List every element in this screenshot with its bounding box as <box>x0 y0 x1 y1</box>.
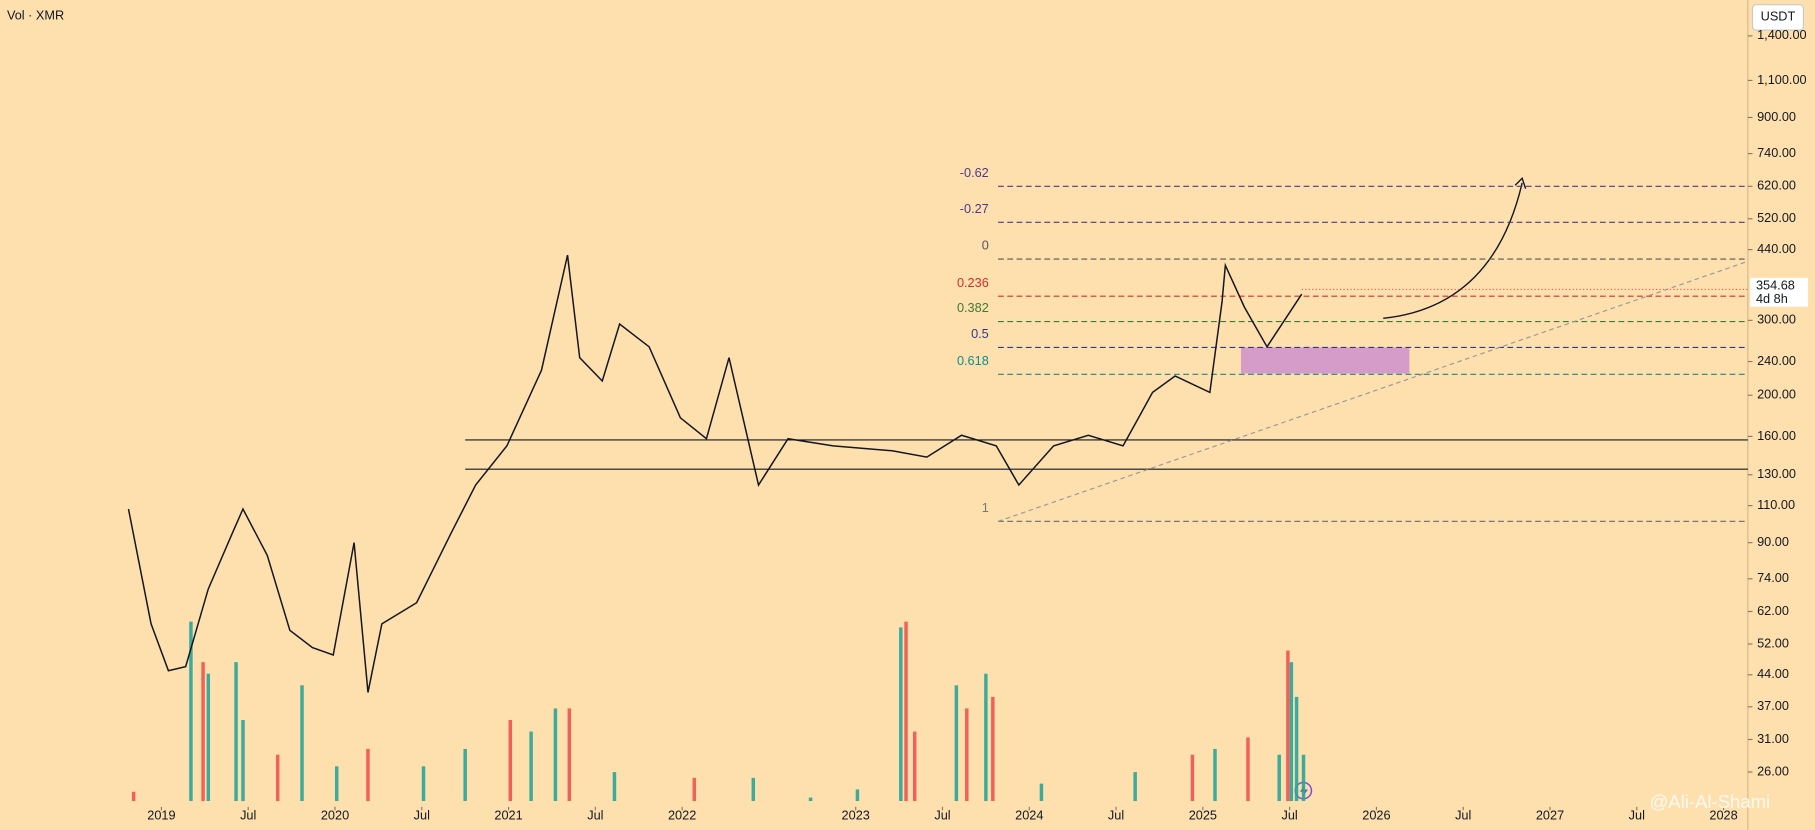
volume-bar <box>692 777 697 802</box>
x-tick-label: 2024 <box>1015 807 1043 822</box>
x-tick-label: 2028 <box>1709 807 1737 822</box>
volume-bar <box>808 797 813 802</box>
volume-bar <box>1246 737 1250 802</box>
y-tick-label: 110.00 <box>1757 497 1795 512</box>
volume-bar <box>904 621 908 802</box>
x-tick-label: Jul <box>1108 807 1124 822</box>
volume-bar <box>131 791 136 802</box>
fib-label: -0.27 <box>960 201 989 216</box>
volume-bar <box>991 696 995 802</box>
x-tick-label: Jul <box>414 807 430 822</box>
y-tick-label: 1,100.00 <box>1757 72 1807 87</box>
x-tick-label: Jul <box>1455 807 1471 822</box>
fib-label: -0.62 <box>960 165 989 180</box>
volume-bar <box>508 720 513 802</box>
volume-bar <box>189 621 193 802</box>
x-tick-label: 2027 <box>1536 807 1564 822</box>
y-tick-label: 520.00 <box>1757 210 1796 225</box>
y-tick-label: 90.00 <box>1757 534 1789 549</box>
y-tick-label: 160.00 <box>1757 428 1796 443</box>
x-tick-label: Jul <box>1282 807 1298 822</box>
y-tick-label: 900.00 <box>1757 109 1796 124</box>
volume-bar <box>529 731 533 802</box>
y-tick-label: 62.00 <box>1757 603 1789 618</box>
volume-bar <box>899 627 903 802</box>
x-tick-label: 2022 <box>668 807 696 822</box>
volume-bar <box>206 673 211 802</box>
y-tick-label: 300.00 <box>1757 312 1796 327</box>
y-tick-label: 26.00 <box>1757 763 1789 778</box>
volume-bar <box>1277 754 1281 802</box>
symbol-label: Vol · XMR <box>7 8 64 23</box>
price-tag <box>1750 277 1809 307</box>
y-tick-label: 37.00 <box>1757 698 1789 713</box>
volume-bar <box>463 748 467 802</box>
volume-bar <box>612 772 617 802</box>
y-tick-label: 130.00 <box>1757 466 1796 481</box>
volume-bar <box>1039 783 1044 802</box>
y-tick-label: 240.00 <box>1757 353 1796 368</box>
y-tick-label: 740.00 <box>1757 145 1796 160</box>
x-tick-label: Jul <box>587 807 603 822</box>
projection-arrow <box>1383 182 1523 320</box>
volume-bar <box>751 777 756 802</box>
arrow-head <box>1514 177 1527 189</box>
x-tick-label: 2019 <box>147 807 175 822</box>
volume-bar <box>421 766 426 802</box>
y-tick-label: 31.00 <box>1757 731 1789 746</box>
volume-bar <box>241 720 245 802</box>
volume-bar <box>965 708 969 802</box>
volume-bar <box>275 754 280 802</box>
volume-bar <box>1133 772 1137 802</box>
volume-bar <box>954 685 959 802</box>
x-tick-label: 2021 <box>494 807 522 822</box>
volume-bar <box>912 731 917 802</box>
fib-label: 1 <box>982 500 989 515</box>
x-tick-label: 2026 <box>1362 807 1390 822</box>
x-tick-label: Jul <box>934 807 950 822</box>
currency-label[interactable]: USDT <box>1761 9 1796 24</box>
x-tick-label: 2020 <box>321 807 349 822</box>
y-tick-label: 1,400.00 <box>1757 27 1807 42</box>
volume-bar <box>201 662 205 802</box>
y-tick-label: 620.00 <box>1757 178 1796 193</box>
volume-bar <box>366 748 370 802</box>
countdown: 4d 8h <box>1756 291 1788 306</box>
currency-button[interactable] <box>1751 4 1805 31</box>
fib-label: 0 <box>982 238 989 253</box>
x-tick-label: Jul <box>1629 807 1645 822</box>
volume-bar <box>300 685 304 802</box>
last-price: 354.68 <box>1756 277 1795 292</box>
fib-label: 0.5 <box>971 326 989 341</box>
volume-bar <box>984 673 988 802</box>
y-tick-label: 44.00 <box>1757 666 1789 681</box>
volume-bar <box>1190 754 1195 802</box>
fib-label: 0.236 <box>957 275 989 290</box>
y-tick-label: 52.00 <box>1757 635 1789 650</box>
watermark: @Ali-Al-Shami <box>1649 791 1770 812</box>
volume-bar <box>1289 662 1294 802</box>
volume-bar <box>1294 696 1299 802</box>
volume-bar <box>1301 754 1306 802</box>
volume-bar <box>234 662 238 802</box>
fib-label: 0.382 <box>957 300 989 315</box>
volume-bar <box>567 708 572 802</box>
trendline <box>997 260 1749 522</box>
y-tick-label: 200.00 <box>1757 387 1796 402</box>
fib-label: 0.618 <box>957 353 989 368</box>
volume-bar <box>553 708 558 802</box>
volume-bar <box>334 766 339 802</box>
x-tick-label: Jul <box>240 807 256 822</box>
y-tick-label: 74.00 <box>1757 570 1789 585</box>
x-tick-label: 2025 <box>1189 807 1217 822</box>
volume-bar <box>1286 650 1290 802</box>
volume-bar <box>855 789 860 802</box>
volume-bar <box>1213 748 1217 802</box>
y-tick-label: 440.00 <box>1757 241 1796 256</box>
demand-zone <box>1241 347 1410 374</box>
x-tick-label: 2023 <box>842 807 870 822</box>
price-line <box>127 254 1303 693</box>
